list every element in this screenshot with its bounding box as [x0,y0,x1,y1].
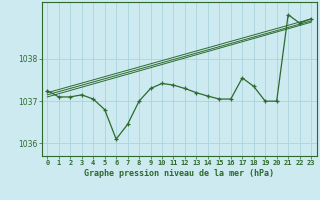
X-axis label: Graphe pression niveau de la mer (hPa): Graphe pression niveau de la mer (hPa) [84,169,274,178]
